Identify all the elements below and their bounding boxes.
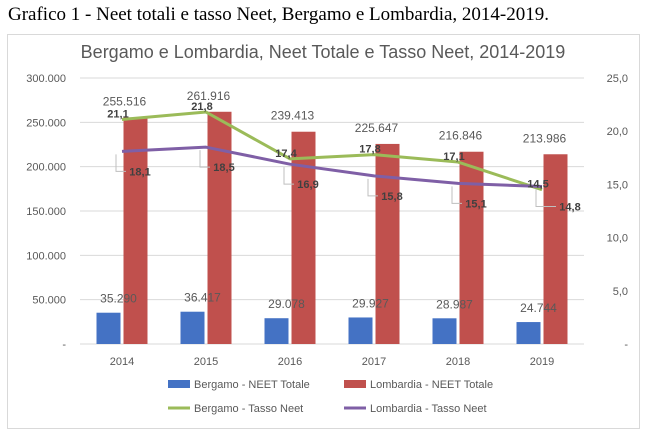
rate-label-lombardia: 16,9 [297,179,318,191]
bar-value-label-bergamo: 28.987 [436,297,473,311]
axes: - 50.000 100.000 150.000 200.000 250.000 300.0… [26,73,628,368]
rate-label-leader [283,167,294,185]
figure-caption: Grafico 1 - Neet totali e tasso Neet, Be… [8,4,549,25]
y-right-tick-label: 15,0 [607,179,628,191]
bar-bergamo [348,317,373,344]
y-left-tick-label: - [62,339,66,351]
rate-label-bergamo: 17,4 [275,148,297,160]
rate-label-leader [367,178,378,197]
bar-value-label-bergamo: 29.927 [352,296,389,310]
line-bergamo-tasso [121,110,543,192]
bar-bergamo [96,312,121,344]
legend-label: Lombardia - NEET Totale [370,379,493,391]
rate-label-lombardia: 15,8 [381,191,402,203]
y-right-tick-label: 5,0 [613,286,628,298]
rate-label-bergamo: 17,1 [443,151,464,163]
rate-label-leader [115,154,126,172]
bar-bergamo [264,318,289,344]
bar-lombardia [123,117,148,345]
x-tick-label: 2014 [110,356,134,368]
x-tick-label: 2019 [530,356,554,368]
y-right-tick-label: 10,0 [607,233,628,245]
bar-lombardia [459,151,484,344]
legend-swatch [168,380,190,388]
bar-lombardia [543,154,568,344]
y-left-tick-label: 300.000 [26,73,66,85]
y-left-tick-label: 50.000 [32,295,66,307]
lines [121,110,543,192]
y-right-tick-label: - [624,339,628,351]
bar-value-label-lombardia: 255.516 [103,94,147,108]
bar-value-label-lombardia: 213.986 [523,131,567,145]
bar-lombardia [375,143,400,344]
y-left-tick-label: 150.000 [26,206,66,218]
y-left-tick-label: 100.000 [26,250,66,262]
gridlines [80,77,584,345]
bar-value-label-lombardia: 225.647 [355,121,399,135]
legend-label: Bergamo - Tasso Neet [194,403,303,415]
rate-label-lombardia: 18,1 [129,166,150,178]
chart-title: Bergamo e Lombardia, Neet Totale e Tasso… [81,42,566,62]
y-right-tick-label: 25,0 [607,73,628,85]
rate-label-leader [451,186,462,204]
rate-label-leader [535,189,556,208]
legend-label: Lombardia - Tasso Neet [370,403,487,415]
bar-bergamo [516,322,541,344]
legend-swatch [344,380,366,388]
bar-value-label-lombardia: 261.916 [187,89,231,103]
x-tick-label: 2016 [278,356,302,368]
y-left-tick-label: 250.000 [26,117,66,129]
rate-label-lombardia: 15,1 [465,198,486,210]
bar-value-label-bergamo: 36.417 [184,291,221,305]
rate-label-bergamo: 17,8 [359,144,380,156]
rate-label-bergamo: 21,8 [191,101,212,113]
line-lombardia-tasso [121,145,543,189]
bar-value-label-lombardia: 216.846 [439,129,483,143]
bar-bergamo [180,311,205,344]
x-tick-label: 2017 [362,356,386,368]
bar-lombardia [207,111,232,344]
bar-value-label-bergamo: 35.290 [100,292,137,306]
data-labels: 35.290 255.516 36.417 261.916 29.078 239.413 2… [100,89,581,315]
bar-bergamo [432,318,457,344]
rate-label-leader [199,150,210,168]
y-left-tick-label: 200.000 [26,162,66,174]
bar-value-label-lombardia: 239.413 [271,109,315,123]
x-tick-label: 2018 [446,356,470,368]
bar-value-label-bergamo: 24.744 [520,301,557,315]
rate-label-lombardia: 14,8 [559,202,580,214]
legend: Bergamo - NEET Totale Lombardia - NEET To… [168,379,493,415]
rate-label-bergamo: 14,5 [527,179,548,191]
rate-label-lombardia: 18,5 [213,162,234,174]
x-tick-label: 2015 [194,356,218,368]
chart-frame [7,34,640,429]
bar-value-label-bergamo: 29.078 [268,297,305,311]
legend-label: Bergamo - NEET Totale [194,379,310,391]
rate-label-bergamo: 21,1 [107,108,128,120]
bars [96,111,568,345]
y-right-tick-label: 20,0 [607,126,628,138]
